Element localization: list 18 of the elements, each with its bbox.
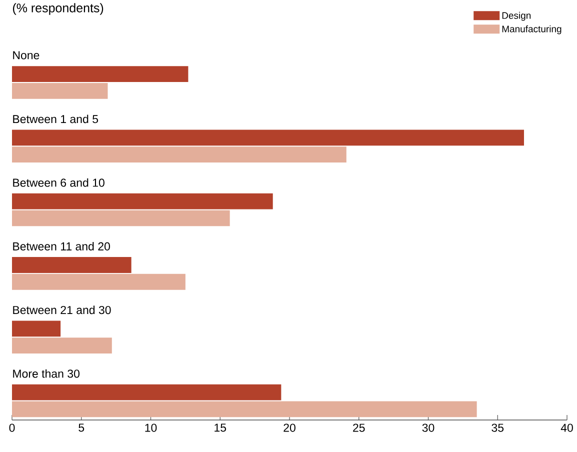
x-tick-label: 0 [9,424,15,432]
x-tick-label: 35 [492,424,504,432]
y-tick-label: Between 21 and 30 [13,306,111,314]
legend-label: Design [502,12,531,21]
y-tick-label: Between 11 and 20 [13,242,110,250]
y-tick-label: Between 6 and 10 [13,178,104,187]
x-tick-label: 20 [284,424,296,432]
x-tick-label: 10 [145,424,157,432]
legend-label: Manufacturing [502,25,562,34]
x-tick-label: 25 [353,424,365,432]
y-tick-label: Between 1 and 5 [13,114,98,124]
y-tick-label: More than 30 [13,369,80,378]
x-tick-label: 30 [422,424,434,432]
x-tick-label: 5 [78,424,84,432]
chart-title: (% respondents) [12,3,104,15]
x-tick-label: 15 [214,424,226,432]
x-tick-label: 40 [560,424,573,432]
y-tick-label: None [13,51,40,60]
